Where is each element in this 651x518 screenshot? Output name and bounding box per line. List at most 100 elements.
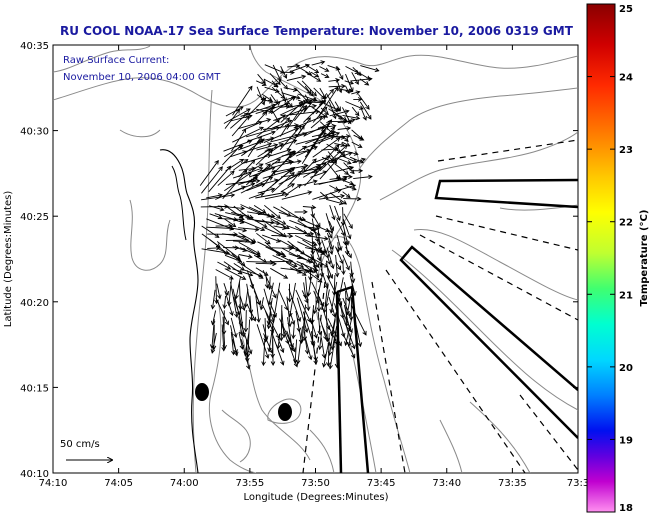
current-vector	[305, 234, 329, 241]
current-vector	[359, 78, 370, 86]
current-vector	[318, 254, 324, 268]
temperature-colorbar	[586, 3, 616, 513]
current-vector	[312, 106, 328, 123]
x-tick-label: 73:55	[235, 478, 264, 489]
colorbar-tick-label: 18	[619, 503, 633, 514]
current-vector	[360, 65, 380, 73]
y-tick-label: 40:30	[20, 127, 49, 138]
current-vector	[311, 60, 326, 66]
current-vector	[344, 184, 357, 191]
current-vector	[310, 253, 320, 269]
current-vector	[264, 258, 294, 264]
current-vector	[215, 185, 246, 200]
current-vector	[244, 339, 250, 363]
current-vector	[301, 80, 317, 97]
current-vector	[237, 118, 272, 130]
contour-line	[469, 401, 531, 473]
current-vector	[305, 276, 311, 312]
buoy-marker	[278, 403, 292, 421]
current-vector	[248, 192, 265, 199]
y-axis-label: Latitude (Degrees:Minutes)	[3, 191, 14, 328]
current-vector	[353, 97, 363, 102]
current-vector	[256, 324, 270, 359]
current-vector	[222, 144, 243, 166]
current-vector	[230, 317, 238, 339]
current-vector	[318, 193, 346, 200]
current-vector	[311, 323, 318, 339]
current-vector	[256, 86, 266, 106]
current-vector	[265, 246, 287, 258]
current-vector	[301, 267, 323, 283]
current-vector	[201, 193, 236, 201]
current-vector	[301, 143, 316, 165]
contour-line	[209, 299, 257, 473]
current-vector	[343, 281, 351, 302]
current-vector	[304, 225, 320, 231]
current-vector	[280, 88, 287, 103]
current-vector	[277, 338, 285, 354]
current-vector	[322, 337, 331, 368]
current-vector	[289, 267, 302, 274]
current-vector	[336, 157, 352, 165]
current-vector	[256, 114, 286, 138]
contour-line	[413, 228, 578, 301]
colorbar-tick-label: 19	[619, 435, 633, 446]
current-vector	[294, 209, 308, 215]
current-vector	[266, 311, 272, 330]
current-vector	[281, 190, 313, 200]
contour-line	[333, 236, 411, 473]
current-vector	[223, 108, 251, 124]
current-vector	[342, 114, 361, 121]
current-vector	[271, 80, 279, 88]
current-vector	[238, 316, 244, 336]
current-vector	[325, 198, 344, 206]
current-vector	[343, 196, 362, 202]
current-vector	[267, 276, 273, 291]
current-vector	[287, 183, 302, 194]
current-vector	[294, 104, 308, 121]
contour-line	[53, 45, 151, 73]
x-tick-label: 74:00	[170, 478, 199, 489]
current-vector	[328, 331, 337, 370]
current-vector	[224, 108, 241, 129]
current-vector	[350, 269, 356, 284]
current-vector	[345, 85, 350, 94]
current-vector	[255, 149, 274, 166]
current-vector	[255, 190, 287, 199]
current-vector	[288, 288, 302, 322]
current-vector	[326, 228, 333, 239]
current-vector	[305, 103, 318, 109]
y-tick-label: 40:15	[20, 383, 49, 394]
current-vector	[343, 174, 353, 180]
current-vector	[320, 337, 327, 359]
current-vector	[311, 281, 325, 307]
current-vector	[342, 317, 356, 350]
current-vector	[208, 165, 232, 193]
current-vector	[329, 109, 350, 117]
current-vector	[248, 163, 264, 172]
current-vector	[329, 204, 336, 221]
contour-line	[192, 89, 213, 473]
current-vector	[279, 123, 290, 137]
current-vector	[342, 254, 350, 271]
current-vector	[343, 118, 356, 124]
y-ticks: 40:35 40:30 40:25 40:20 40:15 40:10	[20, 41, 578, 480]
current-vector	[317, 151, 353, 166]
current-vector	[255, 295, 261, 323]
current-vector	[262, 158, 281, 173]
current-vector	[319, 246, 325, 256]
current-vector	[303, 122, 332, 137]
contour-line	[53, 54, 578, 108]
current-vector	[279, 124, 302, 150]
current-vector	[222, 295, 227, 310]
current-vector	[257, 73, 266, 84]
current-vector	[217, 261, 232, 270]
current-vector	[287, 166, 306, 187]
x-tick-label: 73:3	[567, 478, 589, 489]
current-vector	[286, 330, 294, 349]
current-vector	[230, 112, 249, 129]
current-vector	[278, 79, 289, 90]
current-vector	[224, 218, 237, 228]
current-vector	[295, 65, 313, 76]
